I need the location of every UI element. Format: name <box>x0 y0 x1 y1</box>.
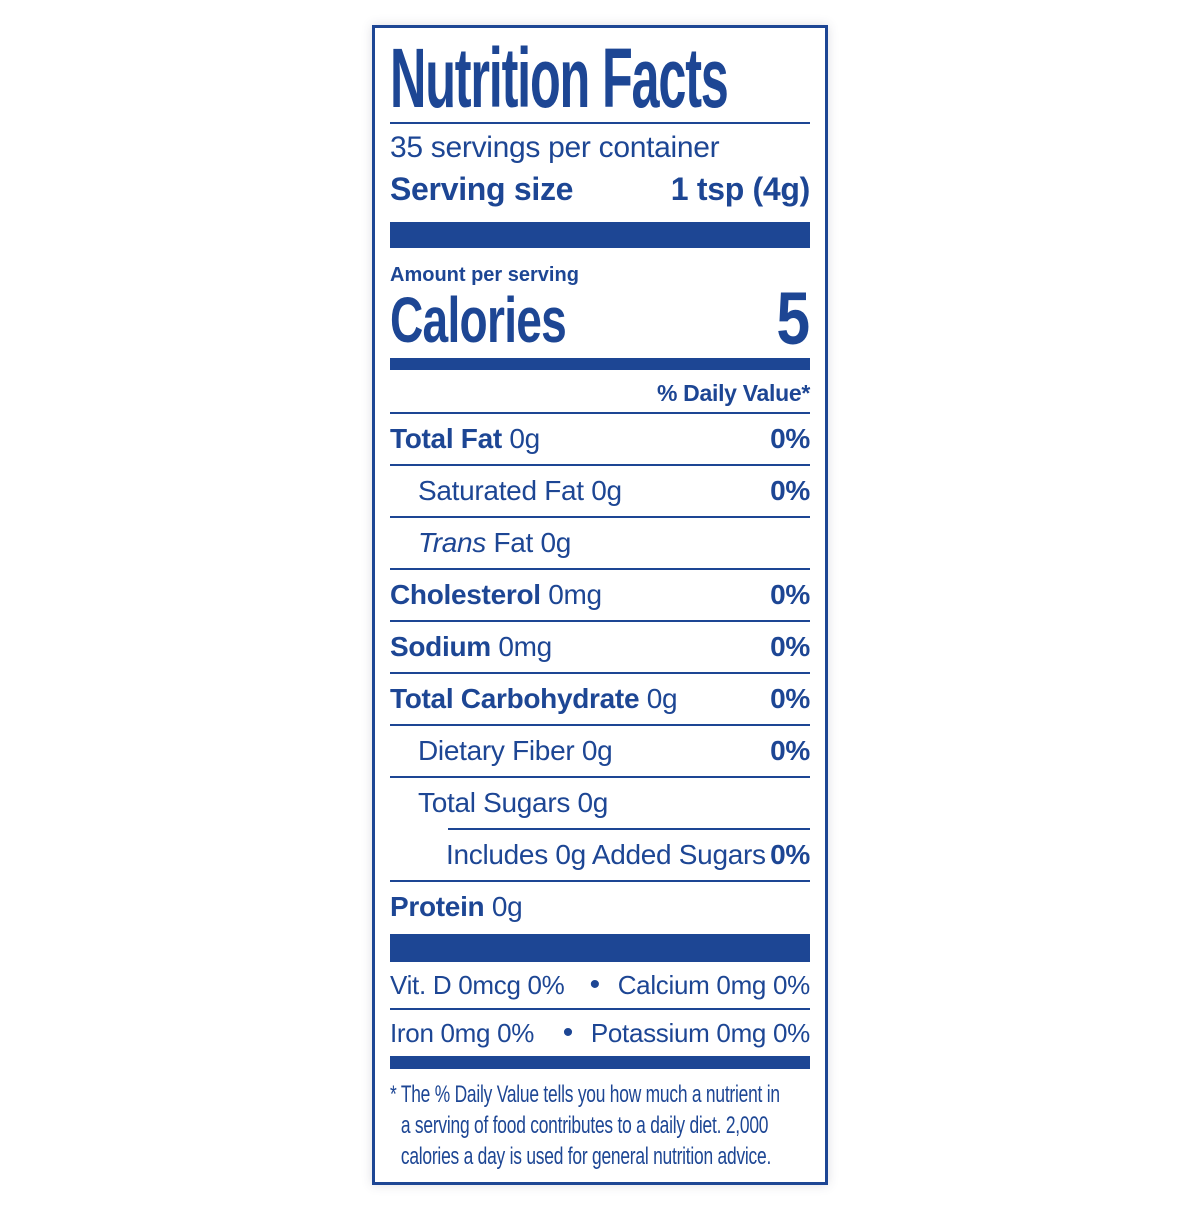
footnote-line: * The % Daily Value tells you how much a… <box>390 1081 780 1108</box>
micronutrient-rows: Vit. D 0mcg 0% • Calcium 0mg 0% Iron 0mg 0%… <box>390 962 810 1056</box>
daily-value-divider <box>390 412 810 414</box>
nutrient-name: Trans Fat 0g <box>418 527 572 558</box>
nutrient-row: Protein 0g <box>390 882 810 932</box>
calories-value: 5 <box>776 277 810 360</box>
servings-per-container: 35 servings per container <box>390 131 720 164</box>
row-divider <box>390 464 810 466</box>
nutrient-name: Includes 0g Added Sugars <box>446 839 766 870</box>
footnote-line: a serving of food contributes to a daily… <box>400 1112 769 1139</box>
row-divider <box>390 880 810 882</box>
nutrient-name: Total Carbohydrate 0g <box>390 683 678 714</box>
daily-value: 0% <box>770 839 810 870</box>
nutrient-row: Saturated Fat 0g 0% <box>390 466 810 516</box>
nutrient-row: Trans Fat 0g <box>390 518 810 568</box>
nutrient-name: Total Sugars 0g <box>418 787 609 818</box>
title-divider <box>390 122 810 124</box>
nutrient-row: Total Carbohydrate 0g 0% <box>390 674 810 724</box>
micronutrient-right: Calcium 0mg 0% <box>617 970 811 1000</box>
nutrient-name: Total Fat 0g <box>390 423 540 454</box>
row-divider <box>390 672 810 674</box>
nutrient-row: Total Sugars 0g <box>390 778 810 828</box>
daily-value: 0% <box>770 423 810 454</box>
label-title: Nutrition Facts <box>390 31 810 125</box>
row-divider <box>390 724 810 726</box>
nutrient-row: Cholesterol 0mg 0% <box>390 570 810 620</box>
nutrient-name: Cholesterol 0mg <box>390 579 602 610</box>
nutrient-name: Protein 0g <box>390 891 523 922</box>
nutrient-row: Dietary Fiber 0g 0% <box>390 726 810 776</box>
label-title-text: Nutrition Facts <box>390 31 729 125</box>
daily-value: 0% <box>770 735 810 766</box>
amount-per-serving: Amount per serving <box>390 264 579 286</box>
micronutrient-row: Iron 0mg 0% • Potassium 0mg 0% <box>390 1010 810 1056</box>
bullet-separator: • <box>589 968 601 1001</box>
daily-value: 0% <box>770 683 810 714</box>
bullet-separator: • <box>562 1016 574 1049</box>
daily-value-header: % Daily Value* <box>656 380 810 406</box>
row-divider <box>390 620 810 622</box>
row-divider <box>448 828 810 830</box>
serving-size-label: Serving size <box>390 171 574 207</box>
micronutrient-row: Vit. D 0mcg 0% • Calcium 0mg 0% <box>390 962 810 1008</box>
daily-value: 0% <box>770 631 810 662</box>
footnote-line: calories a day is used for general nutri… <box>400 1143 772 1170</box>
nutrient-name: Saturated Fat 0g <box>418 475 622 506</box>
nutrient-name: Sodium 0mg <box>390 631 552 662</box>
row-divider <box>390 776 810 778</box>
row-divider <box>390 516 810 518</box>
nutrient-rows: Total Fat 0g 0% Saturated Fat 0g 0% Trans Fa… <box>390 414 810 932</box>
daily-value-footnote: * The % Daily Value tells you how much a… <box>390 1079 810 1172</box>
serving-size-value: 1 tsp (4g) <box>670 171 811 207</box>
serving-size-row: Serving size 1 tsp (4g) <box>390 168 810 210</box>
section-bar-vitamins <box>390 934 810 962</box>
nutrient-row: Includes 0g Added Sugars 0% <box>390 830 810 880</box>
micronutrient-left: Vit. D 0mcg 0% <box>390 970 565 1000</box>
daily-value: 0% <box>770 579 810 610</box>
micronutrient-right: Potassium 0mg 0% <box>590 1018 810 1048</box>
row-divider <box>390 1008 810 1010</box>
daily-value: 0% <box>770 475 810 506</box>
section-bar-top <box>390 222 810 248</box>
calories-row: Calories 5 <box>390 277 810 360</box>
micronutrient-left: Iron 0mg 0% <box>390 1018 535 1048</box>
nutrient-name: Dietary Fiber 0g <box>418 735 613 766</box>
calories-label: Calories <box>390 284 567 356</box>
row-divider <box>390 568 810 570</box>
section-bar-footnote <box>390 1056 810 1069</box>
calories-bar <box>390 358 810 370</box>
nutrient-row: Sodium 0mg 0% <box>390 622 810 672</box>
nutrition-facts-label: Nutrition Facts 35 servings per containe… <box>372 25 828 1185</box>
nutrient-row: Total Fat 0g 0% <box>390 414 810 464</box>
